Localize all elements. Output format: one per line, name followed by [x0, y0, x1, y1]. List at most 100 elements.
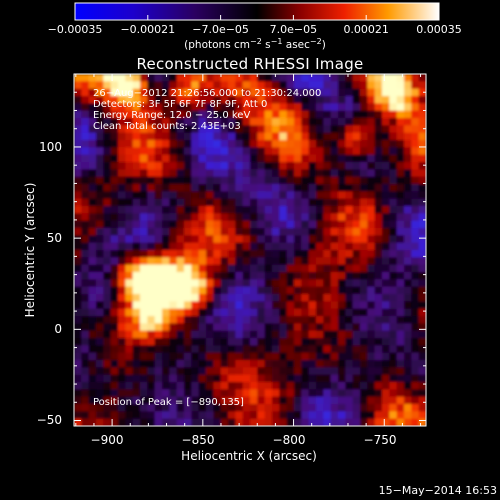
heatmap-cell: [162, 228, 170, 236]
heatmap-cell: [147, 389, 156, 398]
heatmap-cell: [286, 338, 295, 346]
heatmap-cell: [301, 125, 310, 134]
heatmap-cell: [352, 279, 361, 288]
heatmap-cell: [323, 154, 332, 163]
heatmap-cell: [360, 294, 368, 302]
heatmap-cell: [396, 81, 405, 90]
heatmap-cell: [220, 81, 229, 90]
heatmap-cell: [147, 147, 156, 156]
heatmap-cell: [198, 264, 207, 273]
heatmap-cell: [118, 330, 126, 339]
heatmap-cell: [242, 352, 251, 361]
y-axis-label: Heliocentric Y (arcsec): [23, 182, 37, 318]
heatmap-cell: [206, 228, 214, 236]
heatmap-cell: [345, 74, 354, 82]
heatmap-cell: [352, 176, 361, 185]
heatmap-cell: [198, 228, 207, 236]
heatmap-cell: [132, 235, 141, 244]
heatmap-cell: [360, 338, 368, 346]
heatmap-cell: [367, 96, 376, 104]
heatmap-cell: [279, 198, 288, 207]
heatmap-cell: [404, 264, 412, 273]
heatmap-cell: [286, 396, 295, 405]
heatmap-cell: [294, 220, 302, 229]
heatmap-cell: [198, 367, 207, 376]
heatmap-cell: [110, 374, 119, 383]
heatmap-cell: [308, 206, 317, 214]
heatmap-cell: [206, 257, 214, 266]
heatmap-cell: [404, 308, 412, 317]
heatmap-cell: [206, 169, 214, 178]
heatmap-cell: [162, 279, 170, 288]
heatmap-cell: [96, 96, 104, 104]
heatmap-cell: [118, 118, 126, 126]
heatmap-cell: [81, 352, 90, 361]
heatmap-cell: [330, 96, 339, 104]
heatmap-cell: [301, 96, 310, 104]
heatmap-cell: [110, 308, 119, 317]
heatmap-cell: [360, 213, 368, 222]
heatmap-cell: [169, 272, 178, 280]
heatmap-cell: [81, 396, 90, 405]
heatmap-cell: [125, 323, 134, 332]
heatmap-cell: [389, 220, 398, 229]
heatmap-cell: [272, 206, 280, 214]
heatmap-cell: [360, 184, 368, 192]
heatmap-cell: [198, 184, 207, 192]
heatmap-cell: [294, 308, 302, 317]
heatmap-cell: [367, 316, 376, 324]
heatmap-cell: [88, 235, 97, 244]
heatmap-cell: [374, 154, 383, 163]
heatmap-cell: [316, 323, 324, 332]
heatmap-cell: [352, 360, 361, 368]
heatmap-cell: [272, 176, 280, 185]
heatmap-cell: [286, 228, 295, 236]
heatmap-cell: [228, 389, 236, 398]
heatmap-cell: [147, 367, 156, 376]
heatmap-cell: [308, 338, 317, 346]
heatmap-cell: [176, 162, 185, 170]
heatmap-cell: [191, 257, 200, 266]
heatmap-cell: [228, 198, 236, 207]
heatmap-cell: [316, 235, 324, 244]
heatmap-cell: [396, 330, 405, 339]
heatmap-cell: [206, 323, 214, 332]
heatmap-cell: [125, 404, 134, 412]
heatmap-cell: [118, 374, 126, 383]
heatmap-cell: [374, 352, 383, 361]
heatmap-cell: [169, 103, 178, 112]
heatmap-cell: [147, 418, 156, 426]
heatmap-cell: [162, 110, 170, 119]
heatmap-cell: [418, 418, 426, 426]
heatmap-cell: [74, 74, 82, 82]
heatmap-cell: [272, 294, 280, 302]
heatmap-cell: [198, 257, 207, 266]
heatmap-cell: [154, 110, 163, 119]
heatmap-cell: [96, 81, 104, 90]
heatmap-cell: [110, 396, 119, 405]
heatmap-cell: [411, 308, 420, 317]
heatmap-cell: [404, 338, 412, 346]
heatmap-cell: [118, 316, 126, 324]
heatmap-cell: [367, 367, 376, 376]
heatmap-cell: [228, 404, 236, 412]
heatmap-cell: [418, 360, 426, 368]
heatmap-cell: [294, 125, 302, 134]
heatmap-cell: [162, 301, 170, 310]
heatmap-cell: [242, 404, 251, 412]
heatmap-cell: [367, 374, 376, 383]
heatmap-cell: [74, 132, 82, 141]
heatmap-cell: [176, 279, 185, 288]
heatmap-cell: [264, 418, 273, 426]
heatmap-cell: [140, 279, 148, 288]
heatmap-cell: [352, 257, 361, 266]
heatmap-cell: [316, 125, 324, 134]
heatmap-cell: [176, 206, 185, 214]
heatmap-cell: [404, 162, 412, 170]
heatmap-cell: [308, 228, 317, 236]
heatmap-cell: [81, 132, 90, 141]
heatmap-cell: [125, 367, 134, 376]
heatmap-cell: [184, 272, 192, 280]
heatmap-cell: [264, 169, 273, 178]
heatmap-cell: [374, 345, 383, 354]
